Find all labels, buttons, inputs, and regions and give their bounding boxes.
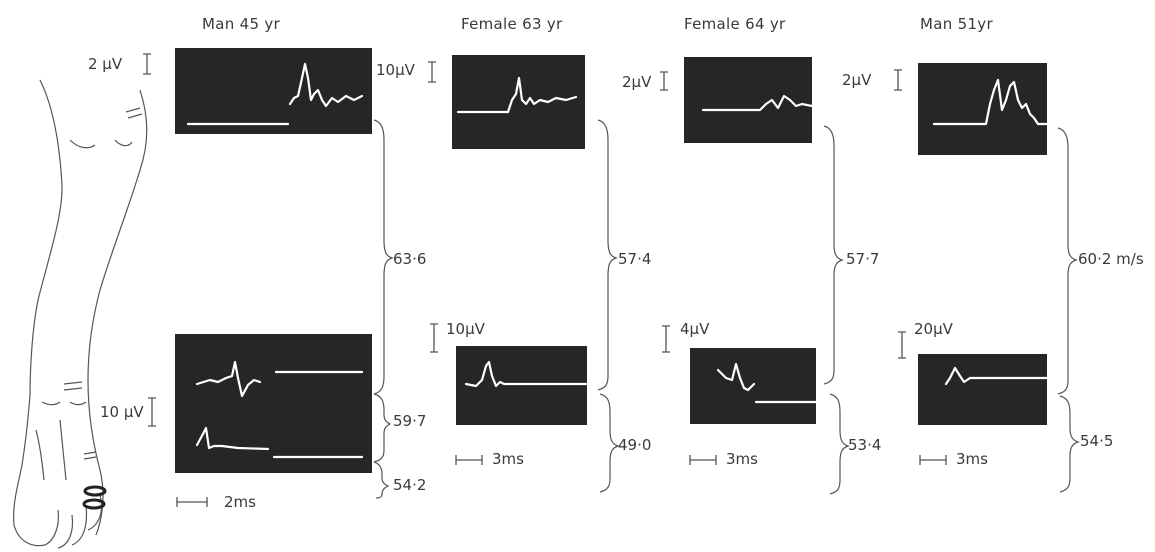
panel-4-velocity-1: 60·2 m/s	[1078, 250, 1144, 268]
panel-2-bottom-amp-bar	[430, 323, 438, 353]
panel-3-bottom-amp-label: 4µV	[680, 320, 710, 338]
panel-2-title: Female 63 yr	[461, 15, 563, 33]
panel-2-time-bar	[455, 455, 483, 465]
panel-4-top-amp-bar	[894, 69, 902, 91]
panel-3-velocity-1: 57·7	[846, 250, 880, 268]
panel-2-top-amp-bar	[428, 61, 436, 83]
panel-2-bracket-1	[597, 119, 618, 391]
panel-1-bottom-trace-1	[195, 360, 364, 398]
panel-4-top-screen	[918, 63, 1047, 155]
panel-2-top-screen	[452, 55, 585, 149]
panel-3-title: Female 64 yr	[684, 15, 786, 33]
panel-4-bottom-trace	[944, 366, 1049, 386]
panel-4-bottom-screen	[918, 354, 1047, 425]
panel-1-velocity-1: 63·6	[393, 250, 427, 268]
panel-1-bracket-2	[373, 393, 392, 463]
panel-2-top-amp-label: 10µV	[376, 61, 415, 79]
panel-1-velocity-3: 54·2	[393, 476, 427, 494]
panel-1-top-response	[288, 62, 364, 108]
panel-2-bottom-trace	[464, 360, 588, 388]
panel-3-bottom-amp-bar	[662, 325, 670, 353]
panel-3-top-amp-bar	[660, 71, 668, 91]
panel-4-bottom-amp-label: 20µV	[914, 320, 953, 338]
panel-1-bracket-3	[373, 461, 390, 499]
panel-3-time-label: 3ms	[726, 450, 758, 468]
panel-1-bottom-screen	[175, 334, 372, 473]
panel-3-bracket-2	[829, 393, 850, 495]
panel-2-bracket-2	[599, 393, 620, 493]
panel-1-velocity-2: 59·7	[393, 412, 427, 430]
panel-3-velocity-2: 53·4	[848, 436, 882, 454]
panel-2-velocity-1: 57·4	[618, 250, 652, 268]
panel-4-title: Man 51yr	[920, 15, 993, 33]
panel-1-time-label: 2ms	[224, 493, 256, 511]
panel-1-bottom-amp-bar	[148, 397, 156, 427]
panel-2-top-trace	[456, 76, 578, 114]
panel-4-bracket-2	[1059, 395, 1080, 493]
panel-4-top-amp-label: 2µV	[842, 71, 872, 89]
panel-4-time-label: 3ms	[956, 450, 988, 468]
panel-1-bottom-amp-label: 10 µV	[100, 403, 144, 421]
panel-3-top-amp-label: 2µV	[622, 73, 652, 91]
panel-4-top-trace	[932, 78, 1049, 126]
panel-1-top-amp-label: 2 µV	[88, 55, 123, 73]
panel-2-velocity-2: 49·0	[618, 436, 652, 454]
panel-1-time-bar	[176, 497, 208, 507]
panel-3-bracket-1	[823, 125, 844, 385]
panel-1-top-amp-bar	[143, 53, 151, 75]
panel-4-bracket-1	[1057, 127, 1078, 395]
panel-2-time-label: 3ms	[492, 450, 524, 468]
panel-4-bottom-amp-bar	[898, 331, 906, 359]
panel-2-bottom-amp-label: 10µV	[446, 320, 485, 338]
panel-1-bottom-trace-2	[195, 426, 364, 459]
panel-3-top-trace	[701, 94, 814, 112]
panel-3-time-bar	[689, 455, 717, 465]
panel-1-top-screen	[175, 48, 372, 134]
panel-4-time-bar	[919, 455, 947, 465]
panel-4-velocity-2: 54·5	[1080, 432, 1114, 450]
panel-3-bottom-trace	[716, 362, 818, 404]
panel-1-bracket-1	[373, 119, 394, 395]
panel-1-title: Man 45 yr	[202, 15, 281, 33]
